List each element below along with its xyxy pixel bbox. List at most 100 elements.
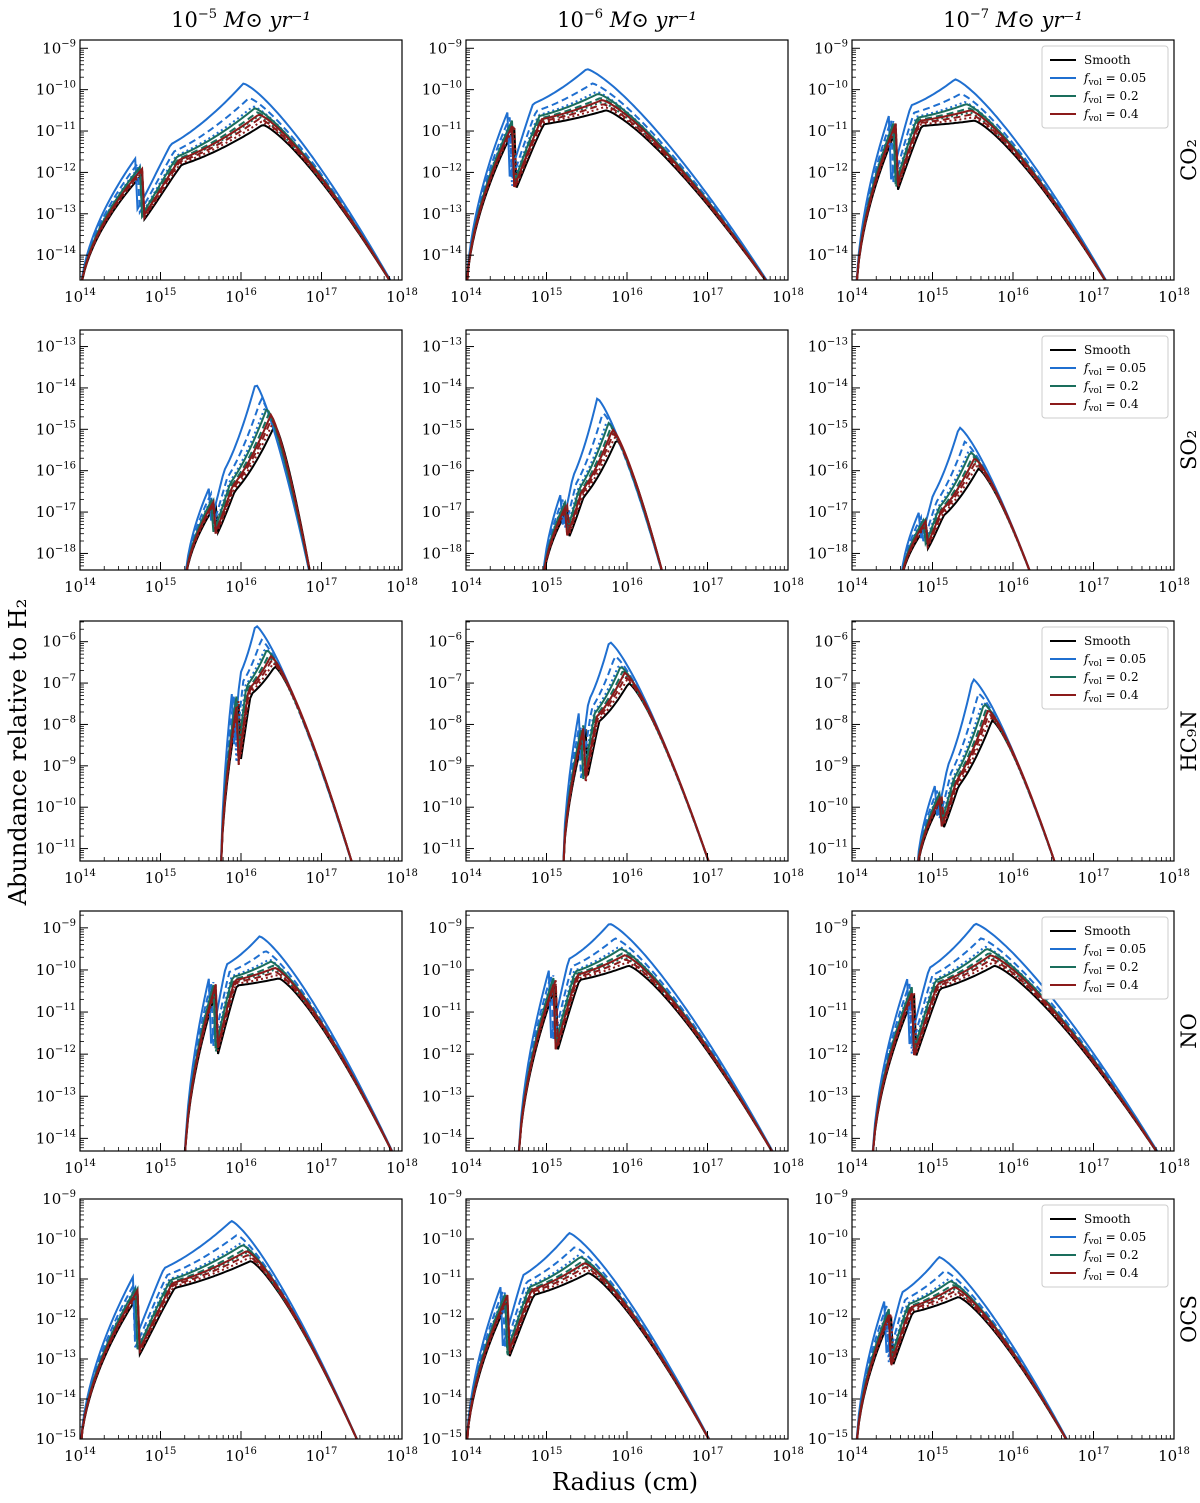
x-tick-label: 1014 [64,868,96,887]
y-tick-label: 10−14 [36,245,76,264]
series-line [562,663,710,861]
y-tick-label: 10−10 [36,960,76,979]
panel-3-2: 1014 1015 1016 1017 1018 10−14 10−13 10−12 10−11… [808,910,1200,1177]
y-tick-label: 10−11 [808,839,848,858]
x-tick-label: 1016 [997,1446,1029,1465]
y-tick-label: 10−11 [422,1269,462,1288]
x-tick-label: 1018 [386,1158,418,1177]
legend-label: fvol = 0.4 [1083,1266,1139,1283]
x-tick-label: 1017 [1078,1158,1110,1177]
series-line [517,937,774,1151]
series-line [80,1248,358,1439]
series-line [184,974,393,1151]
series-line [80,82,392,280]
y-tick-label: 10−13 [422,1086,462,1105]
y-tick-label: 10−12 [808,162,848,181]
x-tick-label: 1016 [611,287,643,306]
y-tick-label: 10−9 [814,918,848,937]
series-group [517,923,774,1151]
legend-label: fvol = 0.2 [1083,89,1139,106]
x-tick-label: 1015 [145,1446,177,1465]
x-tick-label: 1017 [1078,287,1110,306]
series-line [80,1244,358,1439]
legend-label: fvol = 0.05 [1083,1230,1146,1247]
series-line [902,461,1031,570]
y-tick-label: 10−12 [36,162,76,181]
series-line [518,964,773,1151]
y-tick-label: 10−14 [36,378,76,397]
y-tick-label: 10−13 [36,337,76,356]
x-tick-label: 1014 [836,1158,868,1177]
series-line [81,97,392,280]
panel-grid: 1014 1015 1016 1017 1018 10−14 10−13 10−12 10−11… [36,7,1200,1465]
series-line [466,1256,710,1439]
y-tick-label: 10−6 [42,632,76,651]
x-tick-label: 1014 [64,287,96,306]
y-tick-label: 10−13 [808,1086,848,1105]
y-tick-label: 10−10 [808,960,848,979]
y-tick-label: 10−15 [36,1429,76,1448]
y-tick-label: 10−13 [36,1349,76,1368]
series-group [855,1255,1068,1439]
series-line [466,1264,710,1439]
panel-frame [465,329,789,571]
series-group [466,68,768,280]
series-line [220,660,353,861]
legend-label: fvol = 0.2 [1083,379,1139,396]
x-tick-label: 1016 [997,577,1029,596]
legend-label: Smooth [1084,343,1131,357]
legend-label: fvol = 0.05 [1083,942,1146,959]
panel-1-0: 1014 1015 1016 1017 1018 10−18 10−17 10−16 10−15… [36,329,418,596]
x-tick-label: 1016 [225,868,257,887]
y-tick-label: 10−8 [42,714,76,733]
series-line [562,654,710,861]
series-line [562,666,710,861]
x-tick-label: 1018 [386,287,418,306]
y-tick-label: 10−14 [36,1128,76,1147]
y-tick-label: 10−14 [808,1128,848,1147]
y-tick-label: 10−14 [808,1389,848,1408]
series-line [517,946,774,1151]
series-line [81,117,391,280]
y-tick-label: 10−11 [808,121,848,140]
x-tick-label: 1015 [917,287,949,306]
series-line [542,397,663,570]
series-line [185,408,311,570]
x-tick-label: 1016 [225,577,257,596]
y-tick-label: 10−9 [814,38,848,57]
series-line [562,678,710,861]
panel-4-0: 1014 1015 1016 1017 1018 10−15 10−14 10−13 10−12… [36,1189,418,1465]
x-tick-label: 1015 [145,868,177,887]
series-line [562,641,710,861]
series-line [220,649,353,861]
y-tick-label: 10−10 [422,80,462,99]
x-tick-label: 1018 [772,868,804,887]
y-tick-label: 10−13 [808,204,848,223]
x-tick-label: 1017 [306,577,338,596]
series-line [466,1231,711,1439]
panel-frame [79,39,403,281]
series-line [183,935,394,1151]
series-line [220,665,353,861]
row-species-label: CO₂ [1177,139,1200,181]
y-tick-label: 10−6 [814,632,848,651]
y-tick-label: 10−9 [428,918,462,937]
x-tick-label: 1017 [1078,577,1110,596]
x-tick-label: 1016 [611,1158,643,1177]
legend-label: fvol = 0.05 [1083,71,1146,88]
y-tick-label: 10−14 [808,245,848,264]
y-tick-label: 10−7 [428,673,462,692]
y-tick-label: 10−10 [808,80,848,99]
x-tick-label: 1014 [450,1158,482,1177]
y-tick-label: 10−7 [42,673,76,692]
y-tick-label: 10−12 [808,1309,848,1328]
y-tick-label: 10−11 [422,121,462,140]
y-tick-label: 10−13 [422,204,462,223]
series-line [855,93,1107,280]
y-tick-label: 10−6 [428,632,462,651]
series-line [466,106,767,280]
legend-label: fvol = 0.2 [1083,960,1139,977]
x-tick-label: 1018 [1158,1446,1190,1465]
